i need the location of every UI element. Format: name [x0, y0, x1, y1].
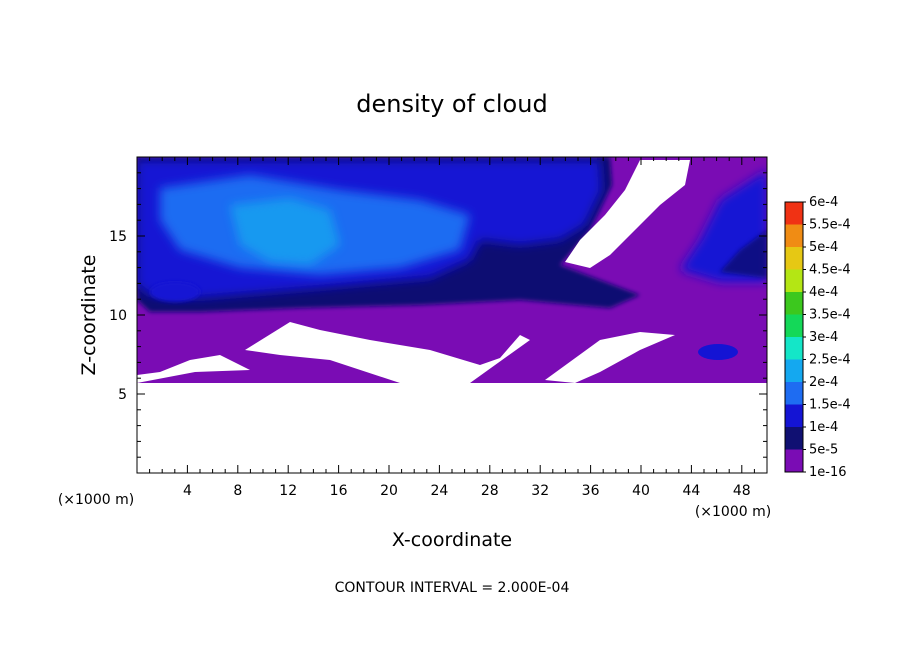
colorbar-label: 2.5e-4	[809, 353, 851, 368]
x-tick-label: 28	[481, 483, 499, 499]
colorbar-label: 2e-4	[809, 375, 838, 390]
colorbar-label: 5e-4	[809, 240, 838, 255]
x-tick-label: 32	[531, 483, 549, 499]
colorbar-swatch	[785, 224, 803, 247]
cloud-free-gap-lower	[245, 322, 530, 383]
right-dark-patch	[720, 230, 767, 278]
colorbar-swatch	[785, 404, 803, 427]
colorbar-label: 3.5e-4	[809, 308, 851, 323]
x-tick-label: 40	[632, 483, 650, 499]
y-tick-label: 5	[118, 387, 127, 403]
colorbar-swatch	[785, 337, 803, 360]
x-axis-ticks: 4 8 12 16 20 24 28 32 36 40 44 48	[149, 157, 755, 499]
x-tick-label: 20	[380, 483, 398, 499]
y-axis-ticks: 5 10 15	[109, 172, 767, 458]
colorbar-swatch	[785, 314, 803, 337]
colorbar-label: 3e-4	[809, 330, 838, 345]
colorbar: 1e-16 5e-5 1e-4 1.5e-4 2e-4 2.5e-4 3e-4 3.5e-4 4…	[784, 195, 851, 480]
colorbar-swatch	[785, 202, 803, 225]
colorbar-label: 5e-5	[809, 443, 838, 458]
y-axis-title: Z-coordinate	[78, 255, 100, 376]
small-blue-blob	[698, 344, 738, 360]
x-tick-label: 12	[279, 483, 297, 499]
colorbar-label: 5.5e-4	[809, 218, 851, 233]
x-unit-left: (×1000 m)	[58, 492, 134, 508]
colorbar-swatch	[785, 292, 803, 315]
x-tick-label: 16	[330, 483, 348, 499]
colorbar-label: 1e-4	[809, 420, 838, 435]
x-tick-label: 24	[430, 483, 448, 499]
cloud-free-bottom	[137, 383, 767, 473]
cloud-free-gap-left	[137, 355, 250, 383]
cloud-free-gap-upper	[565, 160, 690, 268]
y-tick-label: 10	[109, 308, 127, 324]
contour-interval-note: CONTOUR INTERVAL = 2.000E-04	[335, 580, 570, 596]
x-tick-label: 8	[233, 483, 242, 499]
colorbar-label: 6e-4	[809, 195, 838, 210]
colorbar-swatch	[785, 247, 803, 270]
light-blue-core	[230, 198, 340, 265]
x-tick-label: 44	[682, 483, 700, 499]
colorbar-swatch	[785, 359, 803, 382]
colorbar-label: 4e-4	[809, 285, 838, 300]
x-tick-label: 48	[733, 483, 751, 499]
colorbar-swatch	[785, 427, 803, 450]
colorbar-swatch	[785, 269, 803, 292]
colorbar-swatch	[785, 382, 803, 405]
left-blue-blob	[150, 282, 200, 302]
cloud-free-gap-right	[545, 332, 675, 383]
x-tick-label: 4	[183, 483, 192, 499]
x-unit-right: (×1000 m)	[695, 504, 771, 520]
colorbar-label: 1e-16	[809, 465, 847, 480]
colorbar-swatch	[785, 449, 803, 472]
x-axis-title: X-coordinate	[392, 529, 512, 551]
x-tick-label: 36	[582, 483, 600, 499]
chart-title: density of cloud	[356, 90, 547, 118]
colorbar-label: 1.5e-4	[809, 398, 851, 413]
y-tick-label: 15	[109, 229, 127, 245]
density-field	[137, 157, 767, 473]
colorbar-label: 4.5e-4	[809, 263, 851, 278]
